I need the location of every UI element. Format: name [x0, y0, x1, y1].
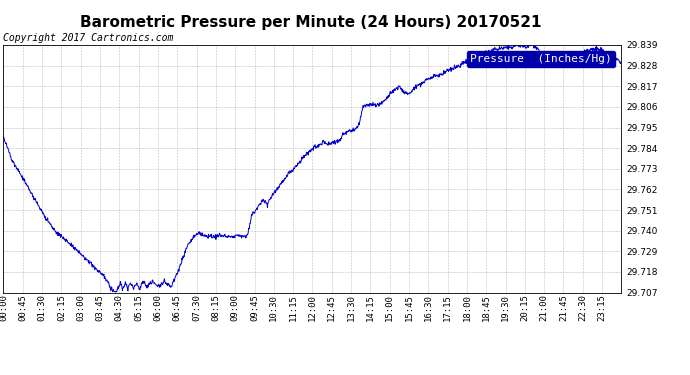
Legend: Pressure  (Inches/Hg): Pressure (Inches/Hg) — [467, 51, 615, 67]
Text: Barometric Pressure per Minute (24 Hours) 20170521: Barometric Pressure per Minute (24 Hours… — [80, 15, 541, 30]
Text: Copyright 2017 Cartronics.com: Copyright 2017 Cartronics.com — [3, 33, 174, 42]
